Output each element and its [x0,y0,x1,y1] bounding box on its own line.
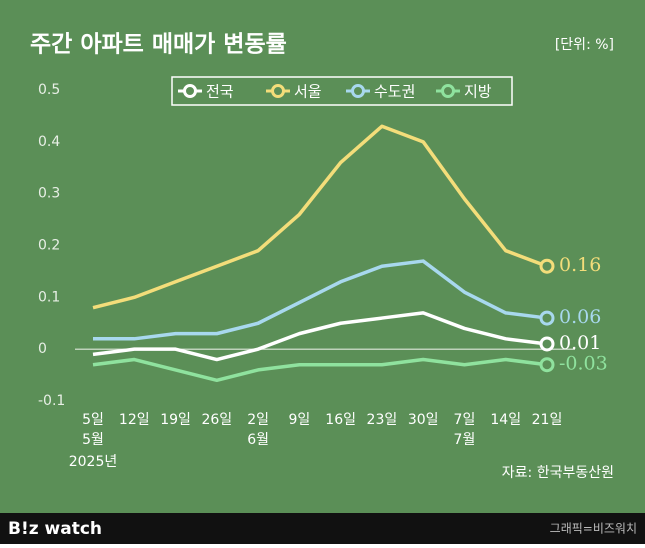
x-tick-label: 21일 [532,412,563,428]
y-tick-label: 0.2 [38,238,60,254]
end-marker [539,357,555,373]
y-tick-label: -0.1 [38,393,65,409]
x-month-label: 5월 [82,432,104,448]
unit-label: [단위: %] [555,37,614,53]
y-tick-label: 0.1 [38,289,60,305]
y-tick-label: 0 [38,341,47,357]
legend-marker [271,84,285,98]
end-value-label: 0.01 [559,332,601,354]
source: 자료: 한국부동산원 [502,465,614,481]
footer-bar [0,513,645,544]
chart-title: 주간 아파트 매매가 변동률 [30,32,287,58]
x-tick-label: 14일 [490,412,521,428]
end-marker [539,336,555,352]
series-line [92,311,548,362]
y-tick-label: 0.3 [38,186,60,202]
series-line [92,357,548,383]
x-tick-label: 5일 [82,412,104,428]
x-tick-label: 16일 [325,412,356,428]
end-value-label: 0.06 [559,306,601,328]
credit: 그래픽=비즈워치 [550,522,637,536]
legend-box [171,76,513,106]
x-month-label: 7월 [454,432,476,448]
x-tick-label: 9일 [288,412,310,428]
y-tick-label: 0.4 [38,134,60,150]
x-tick-label: 26일 [201,412,232,428]
end-marker [539,310,555,326]
legend-marker [351,84,365,98]
legend-label: 전국 [206,83,234,101]
end-marker [539,258,555,274]
end-value-label: 0.16 [559,254,601,276]
background [0,0,645,513]
legend-label: 수도권 [374,83,415,101]
x-month-label: 6월 [247,432,269,448]
end-value-label: -0.03 [559,353,608,375]
legend-label: 서울 [294,83,322,101]
x-tick-label: 30일 [408,412,439,428]
x-tick-label: 12일 [119,412,150,428]
legend-label: 지방 [464,83,492,101]
x-tick-label: 19일 [160,412,191,428]
x-tick-label: 23일 [367,412,398,428]
x-tick-label: 7일 [454,412,476,428]
series-line [93,259,548,341]
y-tick-label: 0.5 [38,82,60,98]
legend-marker [183,84,197,98]
logo: B!z watch [8,519,102,539]
x-year-label: 2025년 [69,454,118,470]
series-line [92,124,548,310]
legend-marker [441,84,455,98]
x-tick-label: 2일 [247,412,269,428]
